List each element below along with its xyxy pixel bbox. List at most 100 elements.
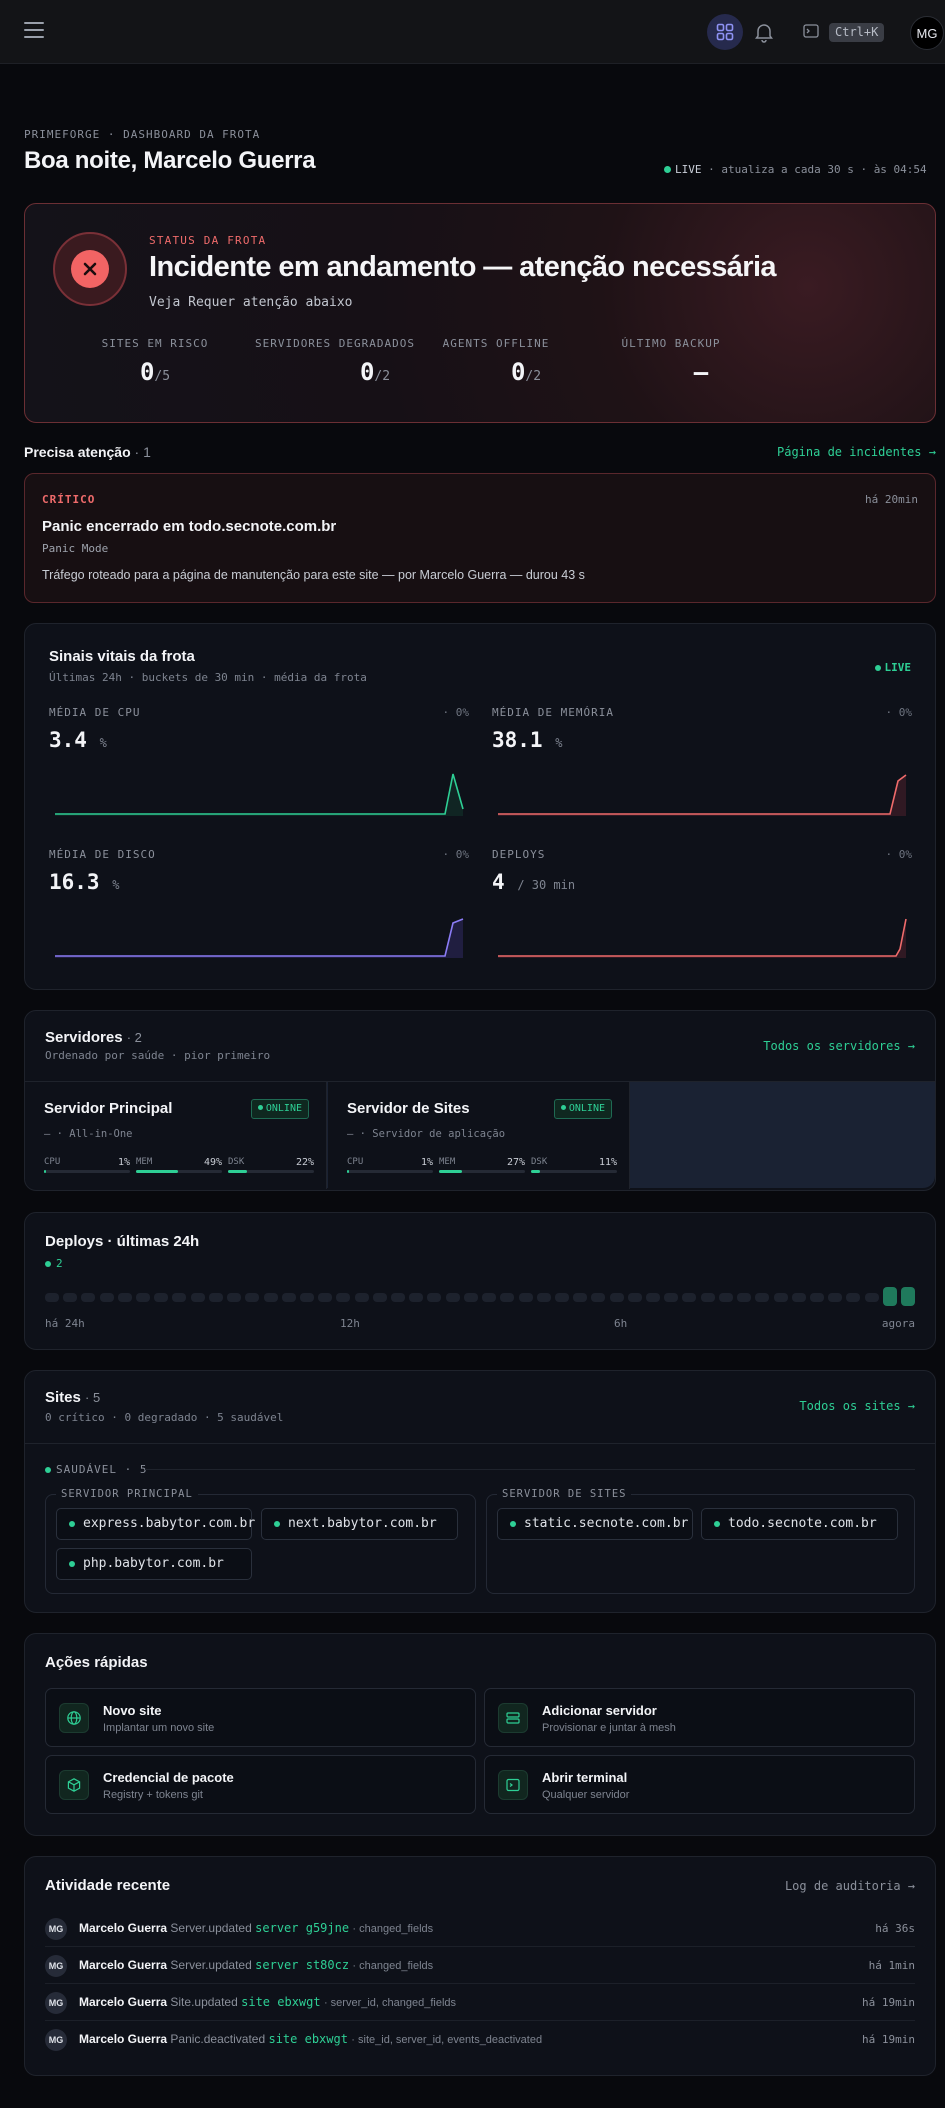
sites-card: Sites · 5 0 crítico · 0 degradado · 5 sa…	[24, 1370, 936, 1613]
severity-badge: CRÍTICO	[42, 493, 96, 506]
activity-row[interactable]: MG Marcelo Guerra Panic.deactivated site …	[45, 2021, 915, 2058]
bar-fill	[136, 1170, 179, 1173]
incident-card[interactable]: CRÍTICO há 20min Panic encerrado em todo…	[24, 473, 936, 603]
all-sites-link[interactable]: Todos os sites →	[799, 1399, 915, 1413]
attention-count: · 1	[134, 444, 151, 460]
sites-title: Sites · 5	[45, 1389, 100, 1406]
event-time: há 1min	[868, 1959, 915, 1972]
breadcrumb: PRIMEFORGE · DASHBOARD DA FROTA	[24, 128, 261, 141]
server-card[interactable]: Servidor de Sites ONLINE — · Servidor de…	[328, 1082, 630, 1189]
status-badge: ONLINE	[553, 1099, 612, 1119]
refresh-info: · atualiza a cada 30 s · às 04:54	[708, 163, 927, 176]
site-name: express.babytor.com.br	[83, 1516, 256, 1531]
actor-name: Marcelo Guerra	[79, 2032, 168, 2046]
deploy-slot	[518, 1293, 533, 1302]
action-subtitle: Qualquer servidor	[542, 1789, 630, 1801]
vitals-live-label: LIVE	[884, 661, 912, 674]
event-object[interactable]: server st80cz	[255, 1958, 350, 1972]
globe-icon	[59, 1703, 89, 1733]
deploy-slot	[445, 1293, 460, 1302]
new-site-action[interactable]: Novo site Implantar um novo site	[45, 1688, 476, 1747]
vital-unit: %	[555, 736, 563, 750]
open-terminal-action[interactable]: Abrir terminal Qualquer servidor	[484, 1755, 915, 1814]
attention-title: Precisa atenção · 1	[24, 444, 151, 460]
deploy-slot	[391, 1293, 406, 1302]
metric-total: /2	[374, 369, 391, 384]
live-label: LIVE	[675, 163, 702, 176]
bar-label: MEM	[439, 1157, 456, 1167]
servers-title: Servidores · 2	[45, 1029, 142, 1046]
vital-change: · 0%	[442, 706, 470, 719]
server-name: Servidor de Sites	[347, 1100, 470, 1117]
deploy-slot	[536, 1293, 551, 1302]
event-type: Server.updated	[170, 1958, 252, 1972]
deploys-sparkline	[498, 918, 907, 958]
vital-value: 38.1	[492, 728, 543, 752]
activity-row[interactable]: MG Marcelo Guerra Server.updated server g…	[45, 1910, 915, 1947]
vital-label: DEPLOYS	[492, 848, 546, 861]
live-dot-icon	[874, 665, 881, 671]
bar-value: 49%	[203, 1157, 222, 1168]
attention-title-text: Precisa atenção	[24, 444, 131, 460]
menu-icon[interactable]	[24, 22, 44, 40]
incidents-page-link[interactable]: Página de incidentes →	[777, 445, 936, 459]
action-subtitle: Provisionar e juntar à mesh	[542, 1722, 676, 1734]
bell-icon[interactable]	[752, 20, 776, 44]
vital-change: · 0%	[885, 848, 913, 861]
site-chip[interactable]: next.babytor.com.br	[261, 1508, 458, 1540]
servers-card: Servidores · 2 Ordenado por saúde · pior…	[24, 1010, 936, 1191]
all-servers-link[interactable]: Todos os servidores →	[763, 1039, 915, 1053]
deploys-card: Deploys · últimas 24h 2 há 24h 12h 6h ag…	[24, 1212, 936, 1350]
action-subtitle: Registry + tokens git	[103, 1789, 203, 1801]
package-credential-action[interactable]: Credencial de pacote Registry + tokens g…	[45, 1755, 476, 1814]
deploy-slot	[573, 1293, 588, 1302]
deploy-slot	[427, 1293, 442, 1302]
metric-label: SERVIDORES DEGRADADOS	[254, 337, 416, 350]
quick-actions-card: Ações rápidas Novo site Implantar um nov…	[24, 1633, 936, 1836]
server-site-group: SERVIDOR PRINCIPAL express.babytor.com.b…	[45, 1488, 476, 1594]
audit-log-link[interactable]: Log de auditoria →	[784, 1879, 915, 1893]
activity-row[interactable]: MG Marcelo Guerra Site.updated site ebxwg…	[45, 1984, 915, 2021]
timeline-tick: há 24h	[45, 1317, 85, 1330]
vitals-title: Sinais vitais da frota	[49, 648, 195, 665]
incident-time: há 20min	[865, 493, 918, 506]
command-shortcut[interactable]: Ctrl+K	[829, 23, 885, 42]
server-card[interactable]: Servidor Principal ONLINE — · All-in-One…	[25, 1082, 327, 1189]
event-object[interactable]: site ebxwgt	[268, 2032, 348, 2046]
deploy-slot	[409, 1293, 424, 1302]
deploy-slot	[664, 1293, 679, 1302]
site-chip[interactable]: static.secnote.com.br	[497, 1508, 693, 1540]
activity-title: Atividade recente	[45, 1877, 171, 1894]
deploy-slot-active	[901, 1287, 915, 1306]
terminal-icon[interactable]	[803, 24, 819, 38]
event-object[interactable]: server g59jne	[255, 1921, 350, 1935]
vital-label: MÉDIA DE CPU	[49, 706, 141, 719]
status-subtitle: Veja Requer atenção abaixo	[149, 295, 353, 310]
deploy-slot	[281, 1293, 296, 1302]
site-chip[interactable]: express.babytor.com.br	[56, 1508, 256, 1540]
package-icon	[59, 1770, 89, 1800]
vital-memory: MÉDIA DE MEMÓRIA · 0% 38.1 %	[492, 706, 912, 826]
deploy-slot	[154, 1293, 169, 1302]
apps-grid-icon[interactable]	[707, 14, 743, 50]
divider	[25, 1443, 935, 1444]
vital-label: MÉDIA DE MEMÓRIA	[492, 706, 614, 719]
timeline-tick: agora	[881, 1317, 915, 1330]
site-chip[interactable]: todo.secnote.com.br	[701, 1508, 898, 1540]
metric-total: /5	[154, 369, 171, 384]
event-object[interactable]: site ebxwgt	[241, 1995, 321, 2009]
server-name: Servidor Principal	[44, 1100, 173, 1117]
top-bar: Ctrl+K MG	[0, 0, 945, 64]
user-avatar[interactable]: MG	[910, 16, 944, 50]
add-server-action[interactable]: Adicionar servidor Provisionar e juntar …	[484, 1688, 915, 1747]
deploy-slot	[828, 1293, 843, 1302]
deploy-slot	[245, 1293, 260, 1302]
site-chip[interactable]: php.babytor.com.br	[56, 1548, 252, 1580]
online-dot-icon	[257, 1105, 263, 1110]
status-badge: ONLINE	[250, 1099, 309, 1119]
healthy-dot-icon	[69, 1521, 75, 1527]
vital-deploys: DEPLOYS · 0% 4 / 30 min	[492, 848, 912, 968]
deploy-slot	[554, 1293, 569, 1302]
group-label: SAUDÁVEL · 5	[56, 1463, 148, 1476]
activity-row[interactable]: MG Marcelo Guerra Server.updated server s…	[45, 1947, 915, 1984]
